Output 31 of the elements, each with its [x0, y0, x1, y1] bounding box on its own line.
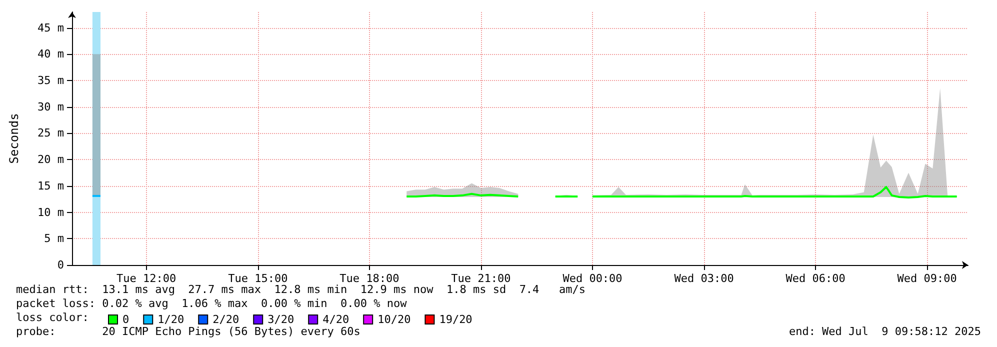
y-tick-label: 15 m [38, 179, 64, 192]
legend-label: 2/20 [212, 313, 240, 326]
text: end: Wed Jul 9 09:58:12 2025 [788, 325, 982, 338]
legend-label: 10/20 [378, 313, 411, 326]
x-tick-label: Wed 00:00 [562, 272, 622, 285]
y-tick-label: 5 m [44, 232, 64, 246]
legend-label: 3/20 [268, 313, 294, 326]
x-tick-label: Wed 06:00 [786, 272, 846, 285]
legend-label: 19/20 [439, 313, 472, 326]
legend-title: loss color: [16, 311, 89, 324]
x-tick-label: Tue 21:00 [451, 272, 511, 285]
y-tick-label: 40 m [38, 48, 64, 61]
x-tick-label: Wed 09:00 [897, 272, 957, 285]
text: probe: 20 ICMP Echo Pings (56 Bytes) every 60s [16, 325, 360, 338]
y-tick-label: 35 m [38, 74, 64, 88]
y-tick-label: 20 m [38, 153, 64, 166]
x-tick-label: Tue 15:00 [228, 272, 288, 285]
y-tick-label: 0 [57, 258, 64, 272]
y-tick-label: 10 m [38, 206, 64, 219]
x-tick-label: Tue 12:00 [116, 272, 176, 285]
y-tick-label: 45 m [38, 21, 64, 34]
y-axis-title: Seconds [7, 113, 21, 164]
text: packet loss: 0.02 % avg 1.06 % max 0.00 % min 0.00 % now [16, 297, 408, 310]
legend-label: 4/20 [322, 313, 350, 326]
x-tick-label: Wed 03:00 [674, 272, 734, 285]
legend-label: 1/20 [158, 313, 184, 326]
y-tick-label: 25 m [38, 126, 64, 140]
text: median rtt: 13.1 ms avg 27.7 ms max 12.8 ms min 12.9 ms now 1.8 ms sd 7.4 am/s [16, 283, 586, 296]
x-tick-label: Tue 18:00 [340, 272, 400, 285]
y-tick-label: 30 m [38, 100, 64, 114]
legend-label: 0 [122, 313, 130, 326]
